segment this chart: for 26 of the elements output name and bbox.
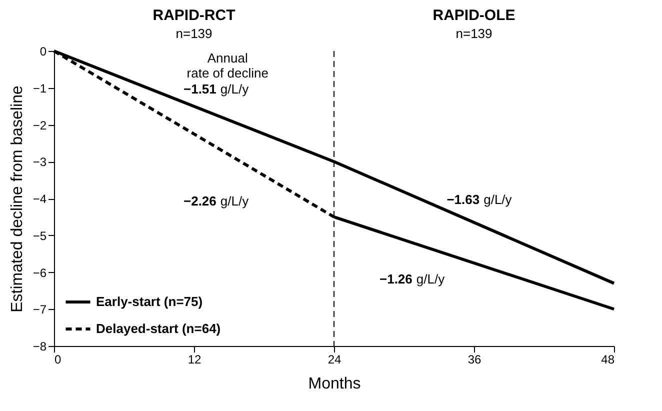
legend-label: Delayed-start (n=64) (96, 321, 221, 336)
y-tick-label: −2 (32, 118, 47, 132)
y-tick-label: −7 (32, 302, 47, 317)
x-tick-label: 48 (601, 352, 615, 366)
x-tick-label: 24 (328, 352, 342, 366)
y-axis-title: Estimated decline from baseline (8, 86, 26, 312)
text: n=139 (176, 26, 212, 41)
annotation: −1.26 g/L/y (379, 272, 446, 287)
text: n=139 (456, 26, 492, 41)
y-tick-label: −1 (32, 81, 47, 96)
x-tick-label: 12 (188, 352, 202, 366)
annotation: −1.51 g/L/y (183, 81, 250, 96)
text: RAPID-RCT (152, 7, 236, 24)
x-tick-label: 36 (468, 352, 482, 366)
y-tick-label: −5 (32, 228, 47, 243)
x-tick-label: 0 (54, 352, 62, 366)
annotation: −1.63 g/L/y (446, 192, 512, 207)
y-tick-label: −8 (32, 340, 47, 354)
annotation: −2.26 g/L/y (183, 193, 250, 208)
legend-label: Early-start (n=75) (96, 294, 203, 309)
text: RAPID-OLE (432, 7, 516, 24)
y-tick-label: 0 (40, 44, 47, 58)
y-tick-label: −6 (32, 266, 47, 280)
y-tick-label: −4 (32, 192, 47, 206)
x-axis-title: Months (308, 376, 361, 392)
y-tick-label: −3 (32, 155, 47, 170)
